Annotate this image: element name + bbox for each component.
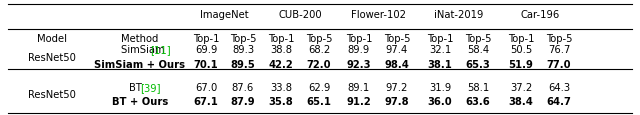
Text: 38.8: 38.8 xyxy=(270,45,292,55)
Text: Top-1: Top-1 xyxy=(346,34,372,43)
Text: 72.0: 72.0 xyxy=(307,59,332,69)
Text: Top-5: Top-5 xyxy=(230,34,256,43)
Text: 33.8: 33.8 xyxy=(270,82,292,92)
Text: ResNet50: ResNet50 xyxy=(28,52,76,62)
Text: 50.5: 50.5 xyxy=(510,45,532,55)
Text: ResNet50: ResNet50 xyxy=(28,89,76,99)
Text: 51.9: 51.9 xyxy=(509,59,533,69)
Text: 65.3: 65.3 xyxy=(466,59,490,69)
Text: 98.4: 98.4 xyxy=(385,59,410,69)
Text: 89.1: 89.1 xyxy=(348,82,370,92)
Text: 77.0: 77.0 xyxy=(547,59,572,69)
Text: Top-1: Top-1 xyxy=(508,34,534,43)
Text: iNat-2019: iNat-2019 xyxy=(435,9,484,19)
Text: 64.3: 64.3 xyxy=(548,82,570,92)
Text: 89.5: 89.5 xyxy=(230,59,255,69)
Text: 92.3: 92.3 xyxy=(347,59,371,69)
Text: 65.1: 65.1 xyxy=(307,96,332,106)
Text: BT + Ours: BT + Ours xyxy=(112,96,168,106)
Text: 87.9: 87.9 xyxy=(230,96,255,106)
Text: 31.9: 31.9 xyxy=(429,82,451,92)
Text: 97.4: 97.4 xyxy=(386,45,408,55)
Text: SimSiam: SimSiam xyxy=(120,45,167,55)
Text: 70.1: 70.1 xyxy=(194,59,218,69)
Text: 36.0: 36.0 xyxy=(428,96,452,106)
Text: Model: Model xyxy=(37,34,67,43)
Text: 89.9: 89.9 xyxy=(348,45,370,55)
Text: 89.3: 89.3 xyxy=(232,45,254,55)
Text: 42.2: 42.2 xyxy=(269,59,293,69)
Text: 67.1: 67.1 xyxy=(193,96,218,106)
Text: 63.6: 63.6 xyxy=(466,96,490,106)
Text: Top-5: Top-5 xyxy=(384,34,410,43)
Text: 68.2: 68.2 xyxy=(308,45,330,55)
Text: 76.7: 76.7 xyxy=(548,45,570,55)
Text: 64.7: 64.7 xyxy=(547,96,572,106)
Text: Flower-102: Flower-102 xyxy=(351,9,406,19)
Text: [39]: [39] xyxy=(140,82,161,92)
Text: 97.2: 97.2 xyxy=(386,82,408,92)
Text: 32.1: 32.1 xyxy=(429,45,451,55)
Text: 38.4: 38.4 xyxy=(509,96,533,106)
Text: 38.1: 38.1 xyxy=(428,59,452,69)
Text: 87.6: 87.6 xyxy=(232,82,254,92)
Text: 35.8: 35.8 xyxy=(269,96,293,106)
Text: BT: BT xyxy=(129,82,145,92)
Text: Top-1: Top-1 xyxy=(193,34,220,43)
Text: Top-5: Top-5 xyxy=(546,34,572,43)
Text: 58.4: 58.4 xyxy=(467,45,489,55)
Text: SimSiam + Ours: SimSiam + Ours xyxy=(95,59,186,69)
Text: [11]: [11] xyxy=(150,45,171,55)
Text: 67.0: 67.0 xyxy=(195,82,217,92)
Text: Top-1: Top-1 xyxy=(427,34,453,43)
Text: Top-5: Top-5 xyxy=(465,34,492,43)
Text: Method: Method xyxy=(122,34,159,43)
Text: 97.8: 97.8 xyxy=(385,96,410,106)
Text: Top-1: Top-1 xyxy=(268,34,294,43)
Text: 37.2: 37.2 xyxy=(510,82,532,92)
Text: ImageNet: ImageNet xyxy=(200,9,249,19)
Text: 69.9: 69.9 xyxy=(195,45,217,55)
Text: Top-5: Top-5 xyxy=(306,34,332,43)
Text: 58.1: 58.1 xyxy=(467,82,489,92)
Text: CUB-200: CUB-200 xyxy=(278,9,322,19)
Text: 91.2: 91.2 xyxy=(347,96,371,106)
Text: Car-196: Car-196 xyxy=(520,9,559,19)
Text: 62.9: 62.9 xyxy=(308,82,330,92)
